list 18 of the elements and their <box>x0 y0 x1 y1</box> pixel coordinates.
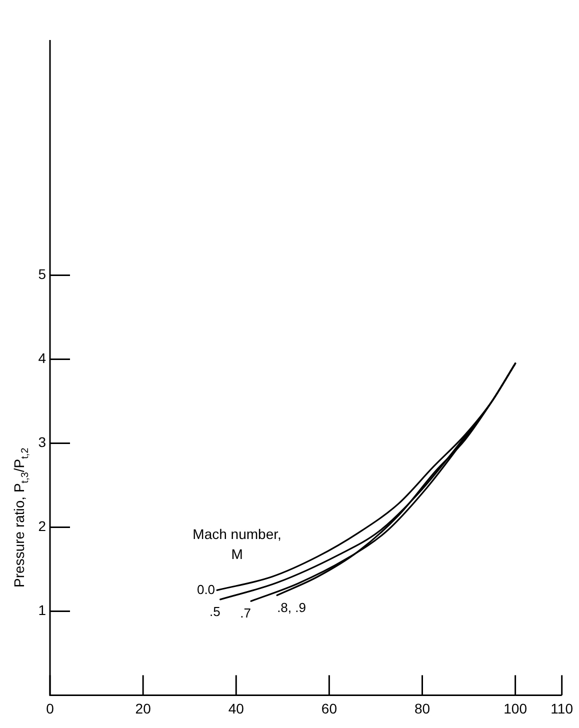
y-tick-label: 2 <box>38 518 46 534</box>
series-label: 0.0 <box>196 582 216 597</box>
x-tick-label: 0 <box>46 700 54 716</box>
x-tick-label: 80 <box>414 700 430 716</box>
series-label: .5 <box>209 604 220 620</box>
x-tick-label: 40 <box>228 700 244 716</box>
x-tick-label: 60 <box>321 700 338 716</box>
x-tick-label: 110 <box>550 700 574 716</box>
legend-title: Mach number, M <box>192 526 282 562</box>
series-label: .7 <box>240 606 252 621</box>
series-label: .8, .9 <box>277 600 306 615</box>
y-axis-title: Pressure ratio, Pt,3/Pt,2 <box>10 447 31 588</box>
x-tick-label: 100 <box>504 700 528 716</box>
y-tick-label: 1 <box>38 602 46 618</box>
x-tick-label: 20 <box>135 700 152 716</box>
y-tick-label: 3 <box>38 434 46 450</box>
y-tick-label: 4 <box>38 350 46 366</box>
y-tick-label: 5 <box>38 266 46 282</box>
